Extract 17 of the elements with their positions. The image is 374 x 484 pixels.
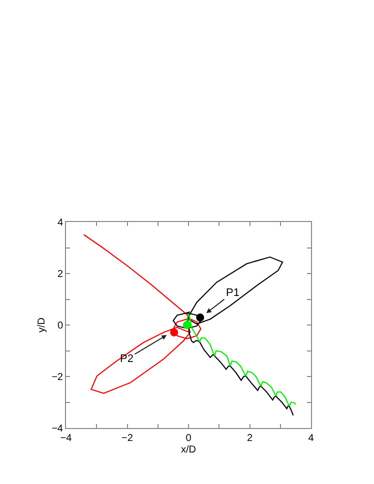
annotation: P2: [120, 353, 134, 365]
y-tick-label: 4: [57, 218, 64, 228]
point: [170, 328, 178, 336]
y-tick-label: 2: [57, 269, 64, 280]
y-tick-label: −4: [52, 424, 64, 434]
y-axis-title: y/D: [36, 318, 48, 332]
x-tick-label: 4: [308, 433, 314, 444]
x-tick-label: −2: [122, 433, 134, 444]
x-axis-title: x/D: [181, 444, 196, 456]
point: [182, 321, 191, 329]
x-tick-label: 2: [246, 433, 253, 444]
annotation: P1: [226, 287, 240, 299]
line-series: [172, 256, 294, 416]
x-tick-label: 0: [186, 433, 192, 444]
y-tick-label: 0: [57, 320, 64, 332]
y-tick-label: −2: [52, 372, 64, 383]
point: [196, 314, 204, 322]
